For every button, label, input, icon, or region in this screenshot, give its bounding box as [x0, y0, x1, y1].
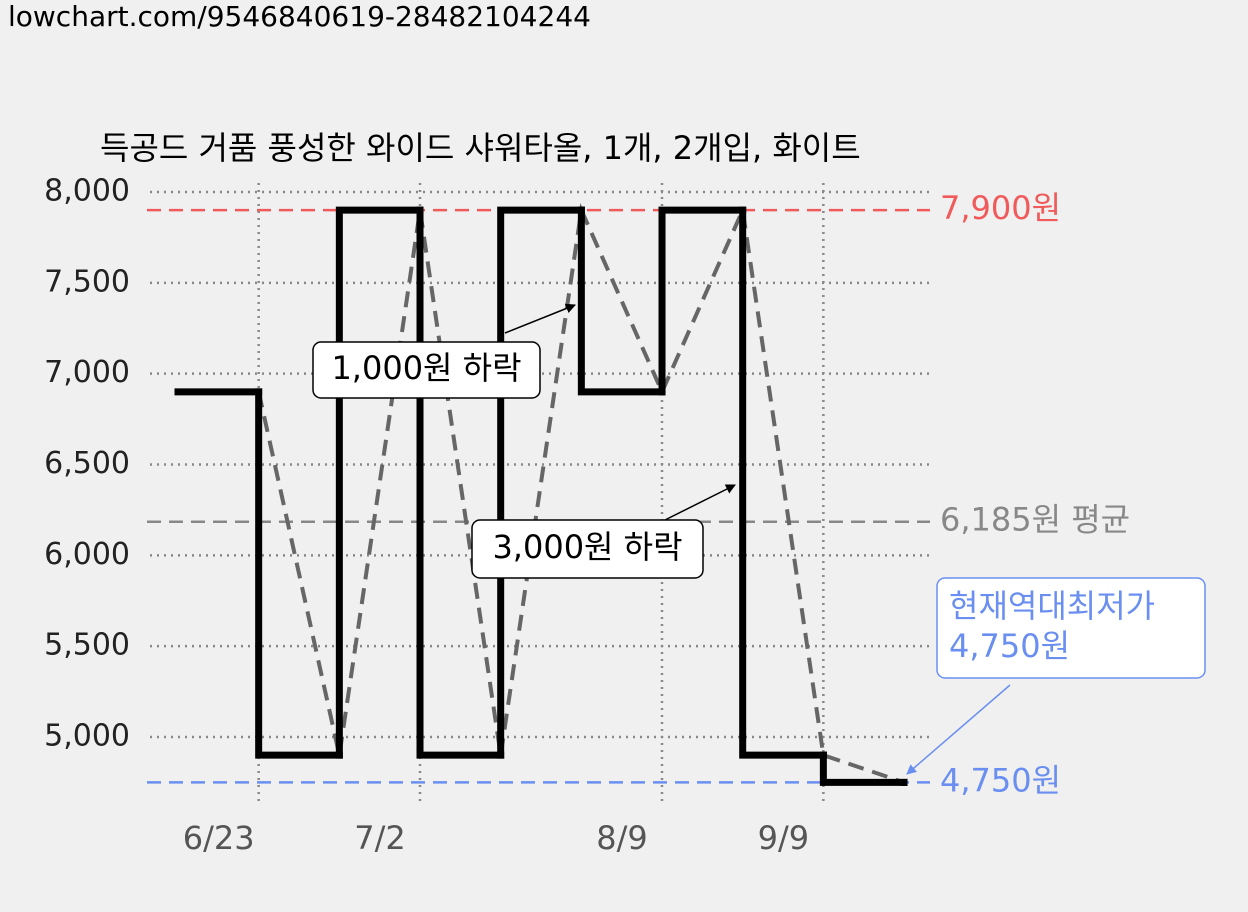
reference-label: 4,750원: [940, 761, 1061, 799]
y-tick-label: 5,000: [44, 719, 130, 754]
reference-label: 7,900원: [940, 189, 1061, 227]
y-tick-label: 6,500: [44, 446, 130, 481]
annotation-text: 1,000원 하락: [331, 349, 521, 387]
price-step: [255, 388, 343, 759]
annotation-text: 3,000원 하락: [492, 528, 682, 566]
annotation-arrow: [906, 684, 1011, 775]
price-step: [577, 206, 666, 396]
annotation-arrow: [504, 303, 576, 334]
annotation-text: 4,750원: [949, 627, 1070, 665]
price-step: [335, 206, 424, 759]
x-tick-label: 6/23: [183, 819, 255, 857]
annotation-arrow: [664, 484, 736, 521]
x-tick-label: 8/9: [596, 819, 648, 857]
annotation-text: 현재역대최저가: [949, 587, 1155, 625]
x-tick-label: 9/9: [758, 819, 810, 857]
annotation-box: [471, 519, 704, 579]
annotation-box: [312, 341, 541, 399]
chart-title: 득공드 거품 풍성한 와이드 샤워타올, 1개, 2개입, 화이트: [100, 129, 861, 167]
price-step: [658, 206, 747, 396]
y-tick-label: 7,000: [44, 355, 130, 390]
price-step: [739, 206, 827, 759]
x-tick-label: 7/2: [354, 819, 406, 857]
page-url: lowchart.com/9546840619-28482104244: [8, 0, 591, 33]
y-tick-label: 6,000: [44, 537, 130, 572]
price-step: [819, 751, 908, 786]
reference-label: 6,185원 평균: [940, 501, 1130, 539]
annotation-box: [936, 577, 1206, 679]
y-tick-label: 7,500: [44, 264, 130, 299]
y-tick-label: 5,500: [44, 628, 130, 663]
y-tick-label: 8,000: [44, 174, 130, 209]
